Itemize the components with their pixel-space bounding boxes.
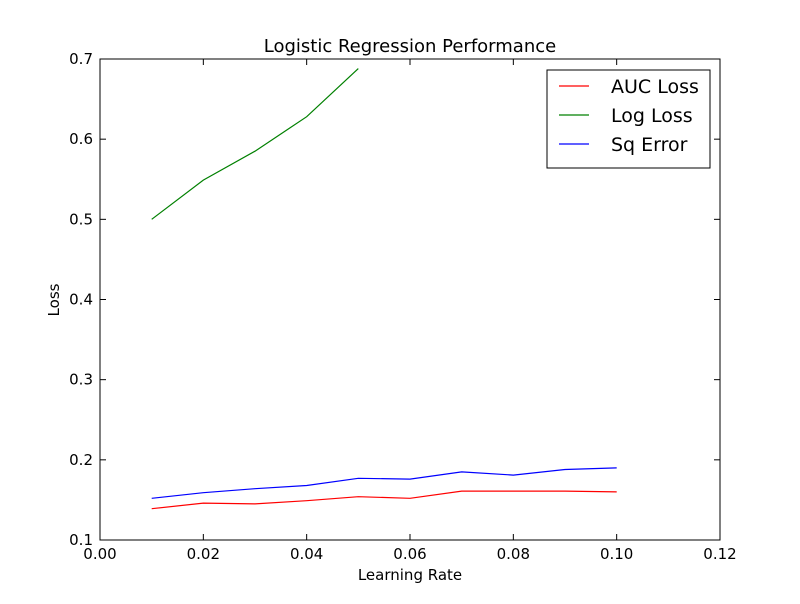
x-axis-label: Learning Rate <box>358 566 462 584</box>
series-line-sq-error <box>151 467 617 499</box>
series-layer <box>151 68 617 510</box>
y-tick-label: 0.6 <box>69 130 93 148</box>
plot-frame <box>99 58 721 541</box>
legend: AUC Loss Log Loss Sq Error <box>546 69 711 169</box>
ticks-layer: 0.00 0.02 0.04 0.06 0.08 0.10 0.12 0.1 0.2 0.3 0.4… <box>69 50 737 563</box>
y-tick-label: 0.2 <box>69 451 93 469</box>
x-tick-label: 0.02 <box>187 545 220 563</box>
legend-label-log-loss: Log Loss <box>611 105 693 127</box>
legend-label-auc-loss: AUC Loss <box>611 76 699 98</box>
x-tick-label: 0.06 <box>393 545 426 563</box>
x-tick-label: 0.00 <box>83 545 116 563</box>
x-tick-label: 0.10 <box>600 545 633 563</box>
y-tick-label: 0.7 <box>69 50 93 68</box>
chart-title: Logistic Regression Performance <box>264 36 556 57</box>
x-tick-label: 0.04 <box>290 545 323 563</box>
y-tick-label: 0.1 <box>69 531 93 549</box>
y-tick-label: 0.3 <box>69 371 93 389</box>
x-tick-label: 0.08 <box>497 545 530 563</box>
y-tick-label: 0.5 <box>69 210 93 228</box>
series-line-auc-loss <box>151 490 617 510</box>
y-tick-label: 0.4 <box>69 291 93 309</box>
series-line-log-loss <box>151 68 359 220</box>
legend-label-sq-error: Sq Error <box>611 134 688 156</box>
x-tick-label: 0.12 <box>703 545 736 563</box>
y-axis-label: Loss <box>45 283 63 316</box>
